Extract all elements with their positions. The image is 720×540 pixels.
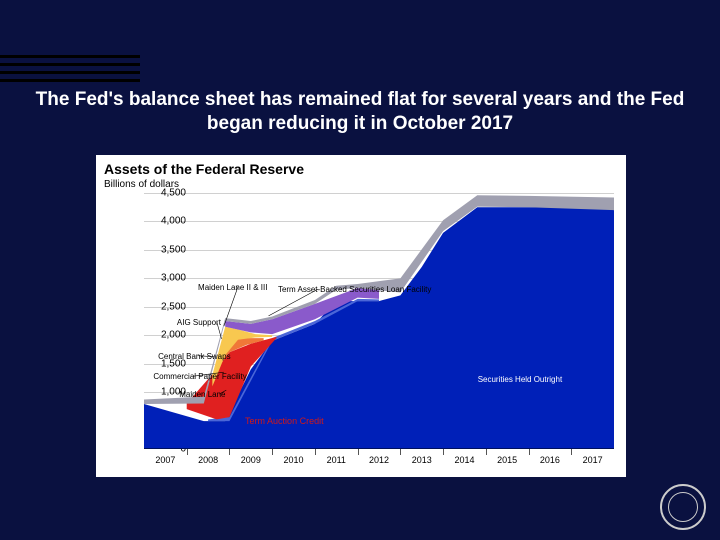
series-annotation: Term Auction Credit [245,416,324,426]
xtick-sep [187,449,188,455]
decor-lines [0,55,140,87]
xtick-sep [358,449,359,455]
xtick-label: 2016 [540,455,560,465]
xtick-sep [443,449,444,455]
series-annotation: Central Bank Swaps [158,352,230,361]
series-annotation: AIG Support [177,318,221,327]
xtick-sep [315,449,316,455]
xtick-sep [400,449,401,455]
xtick-sep [529,449,530,455]
series-annotation: Maiden Lane II & III [198,283,267,292]
xtick-label: 2017 [583,455,603,465]
xtick-label: 2014 [454,455,474,465]
series-annotation: Commercial Paper Facility [153,372,246,381]
xtick-sep [272,449,273,455]
plot-area: 05001,0001,5002,0002,5003,0003,5004,0004… [144,193,614,449]
slide-title: The Fed's balance sheet has remained fla… [0,88,720,136]
series-annotation: Term Asset-Backed Securities Loan Facili… [278,285,431,294]
xtick-label: 2015 [497,455,517,465]
series-annotation: Securities Held Outright [478,375,562,384]
xtick-label: 2007 [155,455,175,465]
xtick-label: 2011 [327,455,346,465]
xtick-sep [486,449,487,455]
xtick-label: 2013 [412,455,432,465]
xtick-label: 2012 [369,455,389,465]
xtick-sep [229,449,230,455]
chart-title: Assets of the Federal Reserve [104,161,304,177]
series-annotation: Maiden Lane [179,390,225,399]
federal-reserve-seal [660,484,706,530]
xtick-label: 2009 [241,455,261,465]
chart-frame: Assets of the Federal Reserve Billions o… [96,155,626,477]
xtick-label: 2008 [198,455,218,465]
xtick-sep [571,449,572,455]
xtick-label: 2010 [284,455,304,465]
